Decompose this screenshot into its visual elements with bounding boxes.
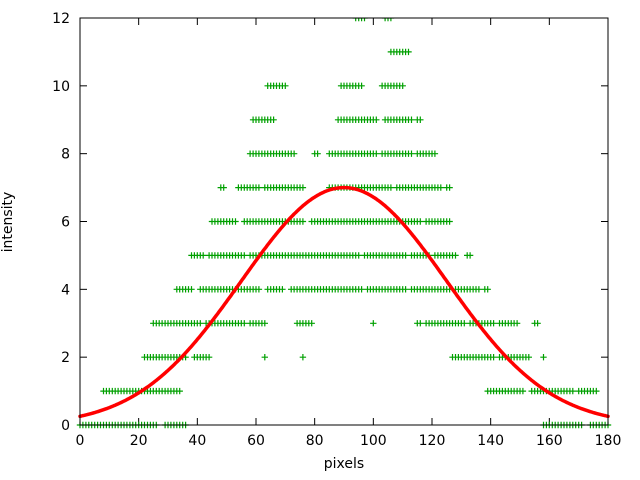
svg-text:12: 12 [52, 11, 70, 27]
svg-text:20: 20 [130, 433, 148, 449]
svg-text:4: 4 [61, 282, 70, 298]
svg-text:0: 0 [61, 418, 70, 434]
svg-text:160: 160 [536, 433, 563, 449]
svg-text:140: 140 [477, 433, 504, 449]
svg-text:0: 0 [76, 433, 85, 449]
svg-text:80: 80 [306, 433, 324, 449]
svg-text:8: 8 [61, 147, 70, 163]
svg-text:60: 60 [247, 433, 265, 449]
svg-text:120: 120 [419, 433, 446, 449]
svg-text:10: 10 [52, 79, 70, 95]
svg-text:40: 40 [188, 433, 206, 449]
svg-text:100: 100 [360, 433, 387, 449]
y-axis-label: intensity [0, 191, 16, 253]
svg-text:6: 6 [61, 215, 70, 231]
svg-text:2: 2 [61, 350, 70, 366]
x-axis-label: pixels [323, 456, 365, 472]
svg-text:180: 180 [595, 433, 622, 449]
